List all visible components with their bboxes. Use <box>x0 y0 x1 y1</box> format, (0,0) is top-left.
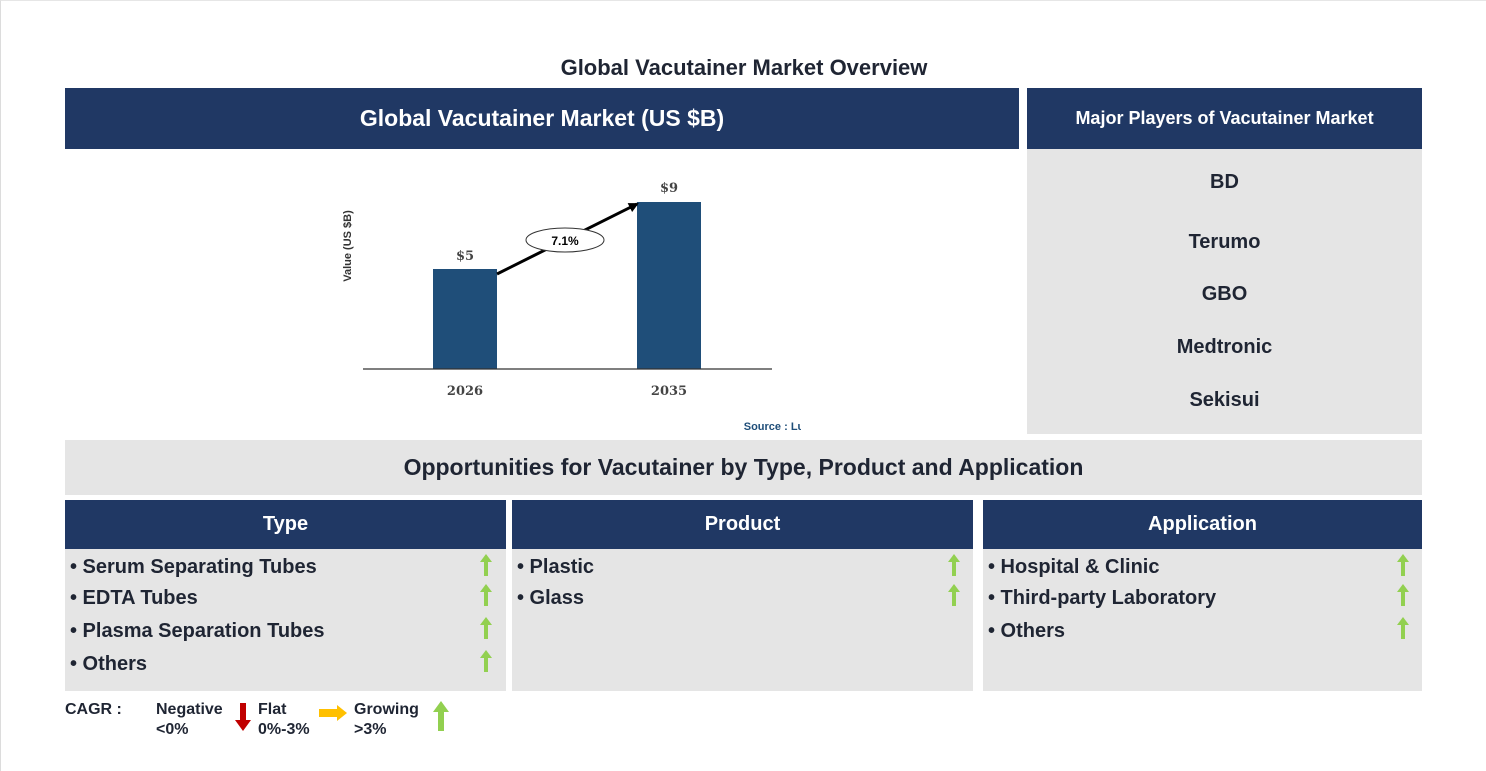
green-up-arrow-icon <box>480 650 492 672</box>
legend-growing-range: >3% <box>354 721 387 738</box>
cagr-label: 7.1% <box>551 234 579 248</box>
green-up-arrow-icon <box>1397 617 1409 639</box>
segment-application: Application • Hospital & Clinic • Third-… <box>983 500 1422 691</box>
segment-item: • Third-party Laboratory <box>988 587 1217 609</box>
green-up-arrow-icon <box>1397 584 1409 606</box>
bar-2035 <box>637 202 701 369</box>
player-item: Sekisui <box>1189 389 1260 411</box>
segment-item: • Glass <box>517 587 585 609</box>
y-axis-label: Value (US $B) <box>342 210 354 282</box>
bar-2026 <box>433 269 497 369</box>
legend-flat-range: 0%-3% <box>258 721 310 738</box>
player-item: Terumo <box>1188 231 1261 253</box>
red-down-arrow-icon <box>235 703 251 731</box>
cagr-bubble <box>525 227 605 253</box>
segment-item: • Others <box>988 620 1066 642</box>
segment-header: Product <box>512 500 973 549</box>
segment-body: • Serum Separating Tubes • EDTA Tubes • … <box>65 549 506 691</box>
player-item: GBO <box>1201 283 1248 305</box>
green-up-arrow-icon <box>480 554 492 576</box>
green-up-arrow-icon <box>948 554 960 576</box>
players-panel-header: Major Players of Vacutainer Market <box>1027 88 1422 149</box>
cagr-legend-label: CAGR : <box>65 701 122 718</box>
opportunities-banner: Opportunities for Vacutainer by Type, Pr… <box>65 440 1422 495</box>
players-list: BD Terumo GBO Medtronic Sekisui <box>1027 149 1422 434</box>
player-item: Medtronic <box>1176 336 1273 358</box>
legend-flat: Flat 0%-3% <box>258 700 310 740</box>
yellow-right-arrow-icon <box>319 705 347 721</box>
segment-item: • Serum Separating Tubes <box>70 556 317 578</box>
player-item: BD <box>1210 171 1239 193</box>
segment-product: Product • Plastic • Glass <box>512 500 973 691</box>
green-up-arrow-icon <box>433 701 449 731</box>
green-up-arrow-icon <box>948 584 960 606</box>
x-tick-label: 2026 <box>447 384 483 399</box>
x-tick-label: 2035 <box>651 384 687 399</box>
green-up-arrow-icon <box>1397 554 1409 576</box>
legend-negative-title: Negative <box>156 701 223 718</box>
bar-value-label: $9 <box>660 181 678 196</box>
green-up-arrow-icon <box>480 617 492 639</box>
legend-growing-title: Growing <box>354 701 419 718</box>
segment-item: • Plasma Separation Tubes <box>70 620 325 642</box>
green-up-arrow-icon <box>480 584 492 606</box>
legend-flat-title: Flat <box>258 701 287 718</box>
segment-type: Type • Serum Separating Tubes • EDTA Tub… <box>65 500 506 691</box>
page-title: Global Vacutainer Market Overview <box>560 55 928 80</box>
legend-growing: Growing >3% <box>354 700 419 740</box>
segment-header: Type <box>65 500 506 549</box>
segment-body: • Plastic • Glass <box>512 549 973 691</box>
legend-negative-range: <0% <box>156 721 189 738</box>
chart-panel-header: Global Vacutainer Market (US $B) <box>65 88 1019 149</box>
segment-item: • Others <box>70 653 148 675</box>
bar-value-label: $5 <box>456 249 474 264</box>
segment-body: • Hospital & Clinic • Third-party Labora… <box>983 549 1422 691</box>
legend-negative: Negative <0% <box>156 700 223 740</box>
source-label: Source : Lucintel <box>744 421 801 433</box>
bar-chart: Value (US $B) $5 $9 2026 2035 7.1% Sourc… <box>342 181 801 433</box>
segment-header: Application <box>983 500 1422 549</box>
segment-item: • EDTA Tubes <box>70 587 198 609</box>
segment-item: • Hospital & Clinic <box>988 556 1160 578</box>
segment-item: • Plastic <box>517 556 595 578</box>
